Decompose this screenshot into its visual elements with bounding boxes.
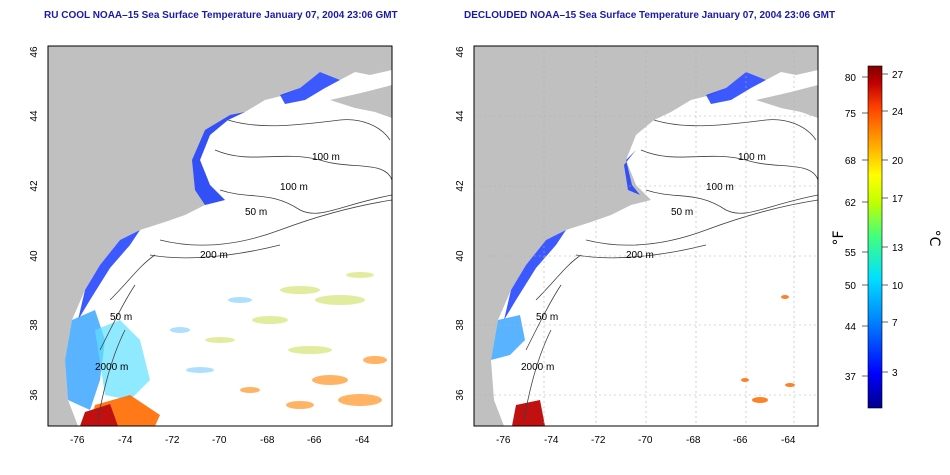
celsius-tick-label: 10	[892, 281, 904, 292]
y-tick-label: 46	[455, 46, 466, 58]
right-panel-title: DECLOUDED NOAA–15 Sea Surface Temperatur…	[464, 10, 836, 21]
fahrenheit-tick-label: 50	[845, 281, 857, 292]
contour-label: 50 m	[536, 312, 558, 323]
y-tick-label: 36	[455, 389, 466, 401]
left-panel-title: RU COOL NOAA–15 Sea Surface Temperature …	[44, 10, 398, 21]
fahrenheit-tick-label: 75	[845, 109, 857, 120]
celsius-tick-label: 3	[892, 368, 898, 379]
contour-label: 50 m	[110, 312, 132, 323]
y-tick-label: 40	[29, 250, 40, 262]
fahrenheit-unit-label: °F	[831, 230, 847, 245]
x-tick-label: -70	[638, 435, 653, 446]
right-map-frame	[473, 45, 819, 427]
fahrenheit-tick-label: 68	[845, 156, 857, 167]
y-tick-label: 38	[29, 319, 40, 331]
fahrenheit-tick-label: 37	[845, 372, 857, 383]
x-tick-label: -76	[70, 435, 85, 446]
x-tick-label: -66	[307, 435, 322, 446]
left-map-frame	[47, 45, 393, 427]
bathymetry-contours	[97, 119, 392, 421]
warm-water	[512, 400, 545, 426]
y-tick-label: 38	[455, 319, 466, 331]
x-tick-label: -68	[686, 435, 701, 446]
fahrenheit-tick-label: 62	[845, 198, 857, 209]
contour-label: 100 m	[312, 152, 340, 163]
colorbar-fahrenheit-ticks: 80 75 68 62 55 50 44 37	[845, 73, 857, 383]
x-tick-label: -74	[118, 435, 133, 446]
contour-label: 100 m	[706, 182, 734, 193]
celsius-unit-label: °C	[926, 230, 942, 247]
y-tick-label: 36	[29, 389, 40, 401]
x-tick-label: -68	[260, 435, 275, 446]
colorbar-ticks	[862, 73, 888, 377]
y-tick-label: 42	[29, 180, 40, 192]
land-mass	[48, 46, 392, 426]
y-tick-label: 42	[455, 180, 466, 192]
x-tick-label: -66	[733, 435, 748, 446]
cold-coastal-water	[78, 72, 340, 320]
x-tick-label: -76	[496, 435, 511, 446]
left-y-axis: 46 44 42 40 38 36	[29, 46, 40, 401]
x-tick-label: -74	[544, 435, 559, 446]
right-map	[474, 46, 818, 426]
fahrenheit-tick-label: 80	[845, 73, 857, 84]
contour-label: 50 m	[671, 207, 693, 218]
celsius-tick-label: 24	[892, 107, 904, 118]
contour-label: 100 m	[280, 182, 308, 193]
x-tick-label: -72	[165, 435, 180, 446]
fahrenheit-tick-label: 44	[845, 322, 857, 333]
x-tick-label: -64	[355, 435, 370, 446]
x-tick-label: -70	[212, 435, 227, 446]
celsius-tick-label: 7	[892, 318, 898, 329]
right-y-axis: 46 44 42 40 38 36	[455, 46, 466, 401]
land-mass	[474, 46, 818, 426]
left-map	[48, 46, 392, 426]
celsius-tick-label: 17	[892, 194, 904, 205]
fahrenheit-tick-label: 55	[845, 248, 857, 259]
y-tick-label: 44	[455, 110, 466, 122]
colorbar-celsius-ticks: 27 24 20 17 13 10 7 3	[892, 70, 904, 379]
y-tick-label: 40	[455, 250, 466, 262]
y-tick-label: 44	[29, 110, 40, 122]
left-x-axis: -76 -74 -72 -70 -68 -66 -64	[70, 435, 370, 446]
colorbar	[867, 65, 883, 409]
contour-label: 100 m	[738, 152, 766, 163]
right-x-axis: -76 -74 -72 -70 -68 -66 -64	[496, 435, 796, 446]
celsius-tick-label: 13	[892, 243, 904, 254]
contour-label: 2000 m	[521, 362, 554, 373]
bathymetry-contours	[523, 119, 818, 421]
contour-label: 200 m	[626, 250, 654, 261]
celsius-tick-label: 20	[892, 156, 904, 167]
celsius-tick-label: 27	[892, 70, 904, 81]
x-tick-label: -72	[591, 435, 606, 446]
y-tick-label: 46	[29, 46, 40, 58]
contour-label: 50 m	[245, 207, 267, 218]
contour-label: 2000 m	[95, 362, 128, 373]
contour-label: 200 m	[200, 250, 228, 261]
x-tick-label: -64	[781, 435, 796, 446]
